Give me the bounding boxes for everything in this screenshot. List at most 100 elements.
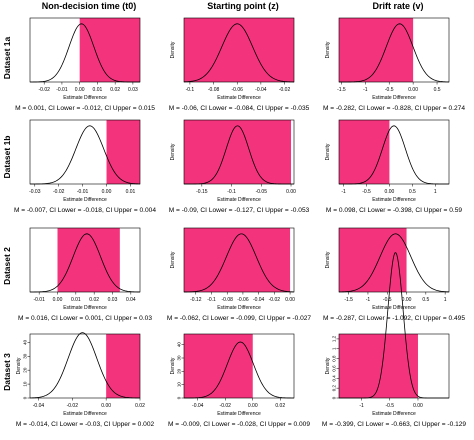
x-tick-label: 0.03 [108,297,118,303]
ci-shaded-region [184,228,291,292]
x-tick-label: -0.02 [269,297,281,303]
y-axis-label: Density [170,143,176,160]
plot-frame [338,119,450,185]
x-tick-label: 0.00 [413,403,423,409]
ci-shaded-region [106,120,140,184]
density-curve [183,23,295,83]
x-tick-label: 0.02 [275,403,285,409]
y-tick-label: 0.8 [332,355,337,362]
column-title-v: Drift rate (v) [372,1,423,11]
x-axis-label: Estimate Difference [63,411,107,417]
x-tick-label: -0.04 [253,297,265,303]
plot-frame [183,119,295,185]
x-tick-label: -0.02 [220,403,232,409]
y-axis-label: Density [325,41,331,58]
x-tick-label: -1 [341,189,346,195]
ci-shaded-region [339,228,407,292]
plot-frame [338,227,450,293]
y-axis-label: Density [325,143,331,160]
x-tick-label: -0.01 [33,297,45,303]
x-axis-label: Estimate Difference [372,95,416,101]
x-tick-label: 1 [434,189,437,195]
x-tick-label: -0.02 [38,87,50,93]
x-tick-label: 0.00 [75,87,85,93]
density-panel: -0.1 -0.08 -0.06 -0.04 -0.02 Density Estimate … [169,17,310,112]
density-panel: -0.01 0.00 0.01 0.02 0.03 0.04 Estimate Differ… [18,227,152,322]
x-tick-label: -0.08 [222,297,234,303]
x-tick-label: -0.15 [196,189,208,195]
y-axis-label: Density [325,251,331,268]
x-tick-label: 0.00 [53,297,63,303]
y-tick-label: 0.6 [332,365,337,372]
row-title-dataset-1a: Dataset 1a [2,36,12,79]
summary-stats: M = 0.098, CI Lower = -0.398, CI Upper =… [326,207,462,214]
y-axis-label: Density [16,357,22,374]
column-title-z: Starting point (z) [207,1,279,11]
x-tick-label: 0.00 [408,87,418,93]
y-tick-label: 10 [23,381,28,387]
summary-stats: M = -0.06, CI Lower = -0.084, CI Upper =… [169,105,310,112]
x-axis-label: Estimate Difference [217,411,261,417]
y-axis-label: Density [170,251,176,268]
density-curve [184,341,295,399]
density-curve [338,233,450,293]
y-tick-label: 20 [177,368,182,374]
density-curve [339,125,449,185]
y-tick-label: 1 [332,347,337,350]
y-tick-label: 0 [332,396,337,399]
plot-frame [29,119,141,185]
x-tick-label: 0.02 [110,87,120,93]
x-axis-label: Estimate Difference [63,305,107,311]
y-tick-label: 30 [23,353,28,359]
plot-frame [183,17,295,83]
x-tick-label: -0.01 [77,189,89,195]
x-tick-label: -0.06 [232,87,244,93]
x-tick-label: 0.00 [101,403,111,409]
y-tick-label: 30 [177,355,182,361]
row-title-dataset-3: Dataset 3 [2,353,12,391]
column-title-t0: Non-decision time (t0) [42,1,137,11]
x-tick-label: -0.03 [29,189,41,195]
x-tick-label: -0.08 [208,87,220,93]
x-tick-label: -1 [359,403,364,409]
density-panel: -1 -0.5 0.00 0 0.2 0.4 0.6 0.8 1 1.2 Density Estima… [322,252,466,428]
y-tick-label: 1.2 [332,335,337,342]
ci-shaded-region [106,334,140,398]
x-tick-label: 0.00 [102,189,112,195]
x-tick-label: -0.04 [192,403,204,409]
row-title-dataset-2: Dataset 2 [2,247,12,285]
x-tick-label: 0.00 [285,297,295,303]
x-tick-label: 0.00 [402,297,412,303]
density-panel: -1.5 -1 -0.5 0.00 0.5 1 Density Estimate Differ… [323,227,465,322]
density-panel: -0.03 -0.02 -0.01 0.00 0.01 Estimate Differen… [14,119,156,214]
summary-stats: M = 0.016, CI Lower = 0.001, CI Upper = … [18,315,152,322]
x-axis-label: Estimate Difference [217,197,261,203]
plot-frame [29,333,141,399]
summary-stats: M = 0.001, CI Lower = -0.012, CI Upper =… [15,105,155,112]
x-axis-label: Estimate Difference [372,411,416,417]
x-tick-label: -0.5 [385,87,394,93]
y-tick-label: 40 [177,342,182,348]
y-tick-label: 0 [23,396,28,399]
plot-frame [183,227,295,293]
summary-stats: M = -0.09, CI Lower = -0.127, CI Upper =… [169,207,310,214]
x-tick-label: 0.5 [422,297,429,303]
x-tick-label: 0.5 [409,189,416,195]
summary-stats: M = -0.014, CI Lower = -0.03, CI Upper =… [16,421,155,428]
y-tick-label: 40 [23,339,28,345]
ci-shaded-region [79,18,140,82]
summary-stats: M = -0.062, CI Lower = -0.099, CI Upper … [167,315,312,322]
x-tick-label: -1.5 [337,87,346,93]
y-axis-label: Density [325,357,331,374]
density-curve [30,233,141,293]
density-panel: -0.02 -0.01 0.00 0.01 0.02 0.03 Estimate Diffe… [15,17,155,112]
summary-stats: M = -0.287, CI Lower = -1.092, CI Upper … [323,315,465,322]
x-tick-label: -0.1 [186,87,195,93]
plot-frame [338,333,450,399]
x-tick-label: 0.02 [135,403,145,409]
x-tick-label: -1 [363,87,368,93]
plot-frame [29,17,141,83]
x-tick-label: -0.02 [67,403,79,409]
x-tick-label: -0.1 [207,297,216,303]
